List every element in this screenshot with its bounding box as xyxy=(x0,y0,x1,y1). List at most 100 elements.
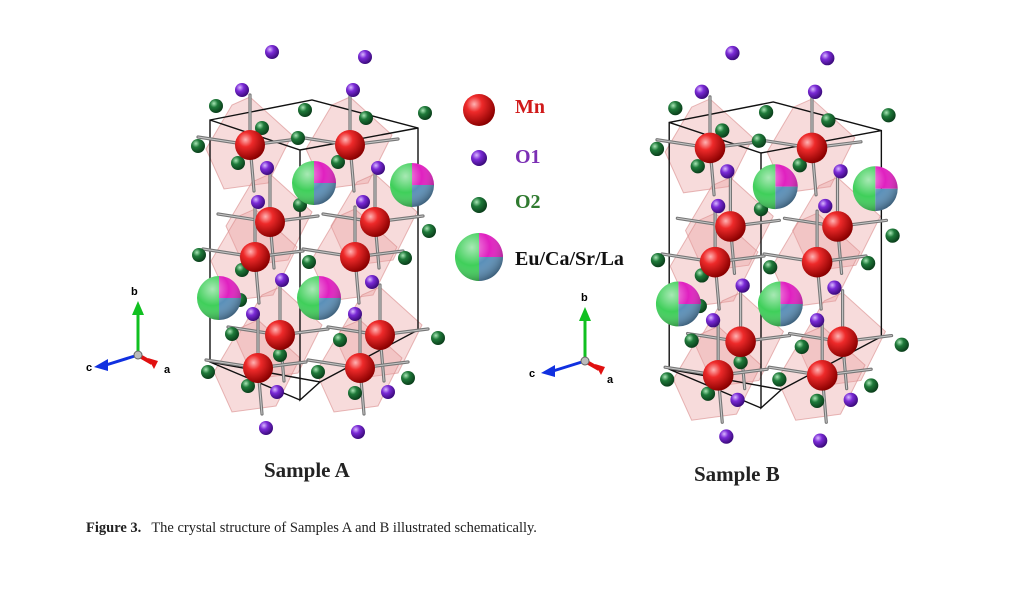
o2-atom xyxy=(700,386,716,401)
o2-atom xyxy=(333,333,347,347)
mn-atom xyxy=(699,246,731,278)
mn-atom xyxy=(702,360,734,391)
o2-atom xyxy=(821,113,836,128)
o2-atom xyxy=(398,251,412,265)
o2-atom xyxy=(191,139,205,153)
o1-atom xyxy=(265,45,279,59)
mn-atom xyxy=(265,320,295,350)
axis-c-head xyxy=(541,365,555,377)
o1-atom xyxy=(820,51,835,66)
o2-atom xyxy=(649,141,665,157)
legend-o2-label: O2 xyxy=(515,191,541,213)
legend-eu-label: Eu/Ca/Sr/La xyxy=(515,248,624,270)
legend-o2-icon xyxy=(471,197,487,213)
mn-atom xyxy=(715,211,746,242)
eu-atom xyxy=(297,276,341,320)
o2-atom xyxy=(291,131,305,145)
o2-atom xyxy=(792,158,807,173)
o2-atom xyxy=(881,108,896,123)
o2-atom xyxy=(255,121,269,135)
axis-a-label-a: a xyxy=(164,364,171,376)
axis-a-label-b: a xyxy=(607,374,614,386)
axis-origin xyxy=(580,356,590,366)
axis-c-arrow xyxy=(552,359,586,373)
o1-atom xyxy=(833,164,848,179)
o2-atom xyxy=(758,105,774,120)
figure-caption: Figure 3. The crystal structure of Sample… xyxy=(86,520,537,537)
o2-atom xyxy=(864,378,879,393)
o2-atom xyxy=(192,248,206,262)
o1-atom xyxy=(719,429,734,444)
eu-atom xyxy=(197,276,241,320)
mn-atom xyxy=(240,242,270,272)
o2-atom xyxy=(418,106,432,120)
o1-atom xyxy=(694,84,709,99)
o2-atom xyxy=(311,365,325,379)
o2-atom xyxy=(201,365,215,379)
o1-atom xyxy=(371,161,385,175)
eu-atom xyxy=(292,161,336,205)
mn-atom xyxy=(345,353,375,383)
o1-atom xyxy=(356,195,370,209)
mn-atom xyxy=(335,130,365,160)
axis-c-label-a: c xyxy=(86,362,93,374)
mn-atom xyxy=(725,326,756,358)
o2-atom xyxy=(225,327,239,341)
legend-o1-label: O1 xyxy=(515,146,541,168)
o1-atom xyxy=(275,273,289,287)
legend-mn-icon xyxy=(463,94,495,126)
o2-atom xyxy=(650,252,666,268)
o2-atom xyxy=(751,133,767,148)
o2-atom xyxy=(690,159,705,174)
o2-atom xyxy=(209,99,223,113)
eu-atom xyxy=(390,163,434,207)
o1-atom xyxy=(246,307,260,321)
o1-atom xyxy=(720,164,735,179)
o1-atom xyxy=(705,313,721,328)
o2-atom xyxy=(359,111,373,125)
o1-atom xyxy=(827,280,842,295)
eu-atom xyxy=(655,281,701,327)
o1-atom xyxy=(711,198,726,214)
caption-text: The crystal structure of Samples A and B… xyxy=(151,520,537,536)
mn-atom xyxy=(822,211,853,242)
o2-atom xyxy=(733,354,748,370)
o1-atom xyxy=(365,275,379,289)
o2-atom xyxy=(763,260,778,275)
axes-triad-b xyxy=(541,307,605,377)
axis-c-arrow xyxy=(105,353,139,367)
mn-atom xyxy=(827,326,858,358)
o2-atom xyxy=(401,371,415,385)
sample-a-label: Sample A xyxy=(264,458,350,482)
legend-o1-icon xyxy=(471,150,487,166)
o1-atom xyxy=(807,84,823,99)
o1-atom xyxy=(381,385,395,399)
axis-origin xyxy=(133,350,143,360)
axis-a-head xyxy=(595,364,605,375)
o2-atom xyxy=(241,379,255,393)
o2-atom xyxy=(809,393,825,408)
o1-atom xyxy=(818,198,833,214)
o1-atom xyxy=(235,83,249,97)
axis-b-head xyxy=(579,307,591,321)
axis-c-label-b: c xyxy=(529,368,536,380)
o2-atom xyxy=(885,228,900,243)
mn-atom xyxy=(801,246,833,278)
axis-b-label-b: b xyxy=(581,292,588,304)
o1-atom xyxy=(270,385,284,399)
mn-atom xyxy=(360,207,390,237)
o1-atom xyxy=(348,307,362,321)
o2-atom xyxy=(302,255,316,269)
o1-atom xyxy=(813,433,828,448)
panel-b-structure xyxy=(649,45,909,448)
eu-atom xyxy=(852,166,898,212)
mn-atom xyxy=(365,320,395,350)
axis-b-head xyxy=(132,301,144,315)
mn-atom xyxy=(255,207,285,237)
axis-b-label-a: b xyxy=(131,286,138,298)
o2-atom xyxy=(660,372,675,387)
o2-atom xyxy=(273,348,287,362)
mn-atom xyxy=(340,242,370,272)
o1-atom xyxy=(260,161,274,175)
